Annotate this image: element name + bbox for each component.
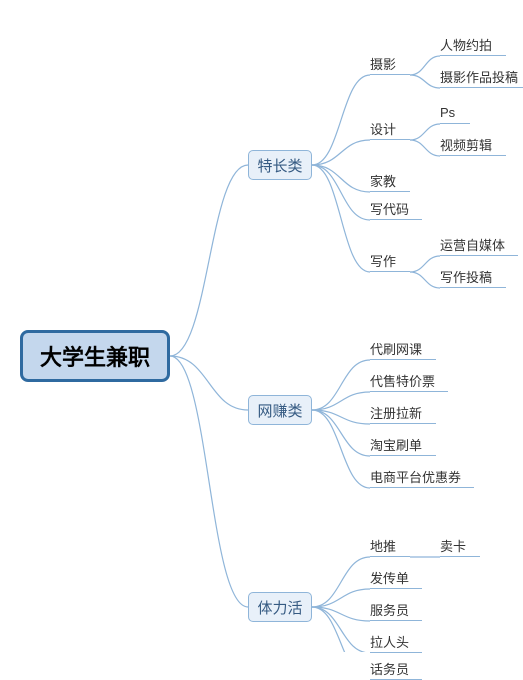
node-label: 写代码 xyxy=(370,199,409,218)
node-label: 淘宝刷单 xyxy=(370,435,422,454)
node-c1d: 写代码 xyxy=(370,200,422,220)
node-c3b: 发传单 xyxy=(370,569,422,589)
node-label: 代刷网课 xyxy=(370,339,422,358)
node-label: 发传单 xyxy=(370,568,409,587)
node-c2a: 代刷网课 xyxy=(370,340,436,360)
node-c1b1: Ps xyxy=(440,104,470,124)
node-label: 运营自媒体 xyxy=(440,235,505,254)
node-c2c: 注册拉新 xyxy=(370,404,436,424)
node-c3e: 话务员 xyxy=(370,660,422,680)
node-label: 写作投稿 xyxy=(440,267,492,286)
node-label: 写作 xyxy=(370,251,396,270)
node-root: 大学生兼职 xyxy=(20,330,170,382)
node-label: 地推 xyxy=(370,536,396,555)
node-label: 电商平台优惠券 xyxy=(370,467,461,486)
node-c1a2: 摄影作品投稿 xyxy=(440,68,523,88)
node-label: 人物约拍 xyxy=(440,35,492,54)
node-c1c: 家教 xyxy=(370,172,410,192)
node-c1e: 写作 xyxy=(370,252,410,272)
node-c3d: 拉人头 xyxy=(370,633,422,653)
node-c1b2: 视频剪辑 xyxy=(440,136,506,156)
node-c3a1: 卖卡 xyxy=(440,537,480,557)
node-label: 注册拉新 xyxy=(370,403,422,422)
node-c3a: 地推 xyxy=(370,537,410,557)
node-c1: 特长类 xyxy=(248,150,312,180)
node-label: Ps xyxy=(440,105,455,120)
node-label: 视频剪辑 xyxy=(440,135,492,154)
node-c1e2: 写作投稿 xyxy=(440,268,506,288)
node-c2d: 淘宝刷单 xyxy=(370,436,436,456)
node-label: 网赚类 xyxy=(257,400,302,421)
node-label: 家教 xyxy=(370,171,396,190)
node-c3c: 服务员 xyxy=(370,601,422,621)
node-c1a1: 人物约拍 xyxy=(440,36,506,56)
node-c1e1: 运营自媒体 xyxy=(440,236,518,256)
node-label: 特长类 xyxy=(257,155,302,176)
node-label: 服务员 xyxy=(370,600,409,619)
node-label: 大学生兼职 xyxy=(40,340,150,372)
node-label: 卖卡 xyxy=(440,536,466,555)
node-label: 摄影作品投稿 xyxy=(440,67,518,86)
node-c2b: 代售特价票 xyxy=(370,372,448,392)
node-label: 设计 xyxy=(370,119,396,138)
node-c2e: 电商平台优惠券 xyxy=(370,468,474,488)
node-label: 代售特价票 xyxy=(370,371,435,390)
node-label: 拉人头 xyxy=(370,632,409,651)
node-c1b: 设计 xyxy=(370,120,410,140)
node-c2: 网赚类 xyxy=(248,395,312,425)
node-label: 话务员 xyxy=(370,659,409,678)
node-c3: 体力活 xyxy=(248,592,312,622)
node-label: 体力活 xyxy=(257,597,302,618)
node-c1a: 摄影 xyxy=(370,55,410,75)
node-label: 摄影 xyxy=(370,54,396,73)
